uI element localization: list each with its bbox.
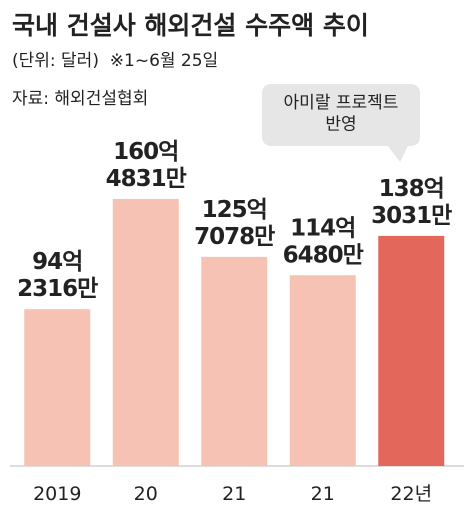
chart-title: 국내 건설사 해외건설 수주액 추이 (12, 11, 369, 40)
callout-box (262, 84, 420, 162)
value-label: 114억 6480만 (283, 215, 364, 268)
x-tick-label: 21 (222, 483, 246, 505)
source: 자료: 해외건설협회 (12, 89, 148, 109)
subtitle: (단위: 달러) ※1~6월 25일 (12, 51, 218, 71)
x-tick-label: 22년 (390, 483, 432, 505)
value-label: 160억 4831만 (106, 139, 187, 192)
bar (24, 309, 91, 466)
value-label: 138억 3031만 (371, 176, 452, 229)
bar (378, 235, 445, 466)
annotation: 아미랄 프로젝트 반영 (284, 93, 399, 134)
bar (201, 256, 268, 466)
bar (112, 199, 179, 466)
value-label: 125억 7078만 (194, 197, 275, 250)
bar (289, 275, 356, 466)
x-tick-label: 20 (134, 483, 158, 505)
value-label: 94억 2316만 (17, 249, 98, 302)
x-tick-label: 2019 (33, 483, 81, 505)
x-tick-label: 21 (311, 483, 335, 505)
